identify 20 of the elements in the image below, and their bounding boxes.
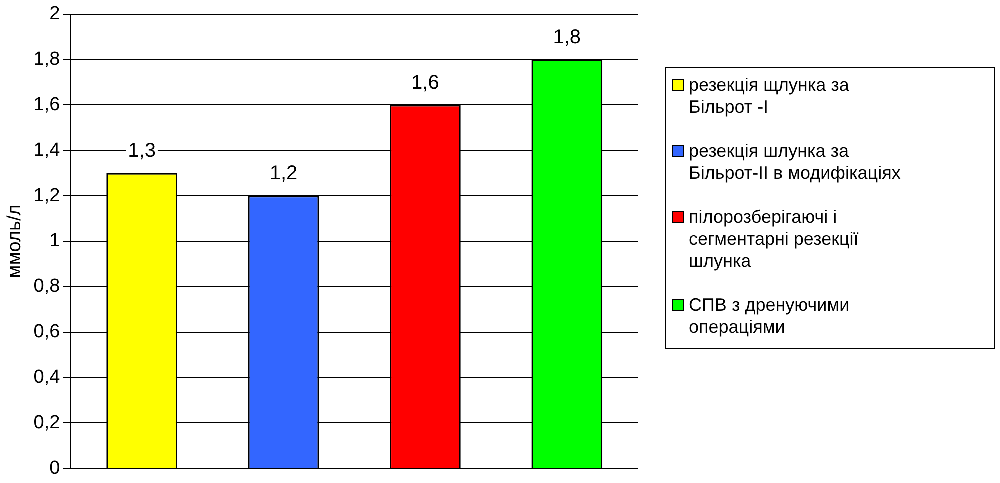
y-tick-label: 2 <box>50 4 60 25</box>
y-tick-label: 1,6 <box>34 94 60 116</box>
y-tick-label: 0,4 <box>34 366 61 388</box>
data-label: 1,8 <box>553 26 582 48</box>
data-label: 1,6 <box>412 72 440 94</box>
y-axis-title: ммоль/л <box>4 204 26 278</box>
y-tick-label: 0,2 <box>34 412 60 434</box>
y-tick-label: 1,4 <box>34 140 61 161</box>
data-label: 1,2 <box>270 162 298 185</box>
y-tick-label: 0 <box>50 458 60 479</box>
legend-label: СПВ з дренуючими операціями <box>689 294 851 338</box>
y-tick-label: 0,8 <box>34 276 60 298</box>
y-tick-label: 0,6 <box>34 322 60 343</box>
y-tick-label: 1,2 <box>34 185 60 206</box>
y-tick-label: 1,8 <box>34 49 60 70</box>
legend-label: пілорозберігаючі і сегментарні резекції шлунка <box>689 206 860 272</box>
legend-label: резекція шлунка за Більрот-ІІ в модифікаціях <box>689 140 902 184</box>
data-label: 1,3 <box>128 140 156 162</box>
y-tick-label: 1 <box>50 230 60 252</box>
legend-label: резекція щлунка за Більрот -І <box>689 74 850 118</box>
